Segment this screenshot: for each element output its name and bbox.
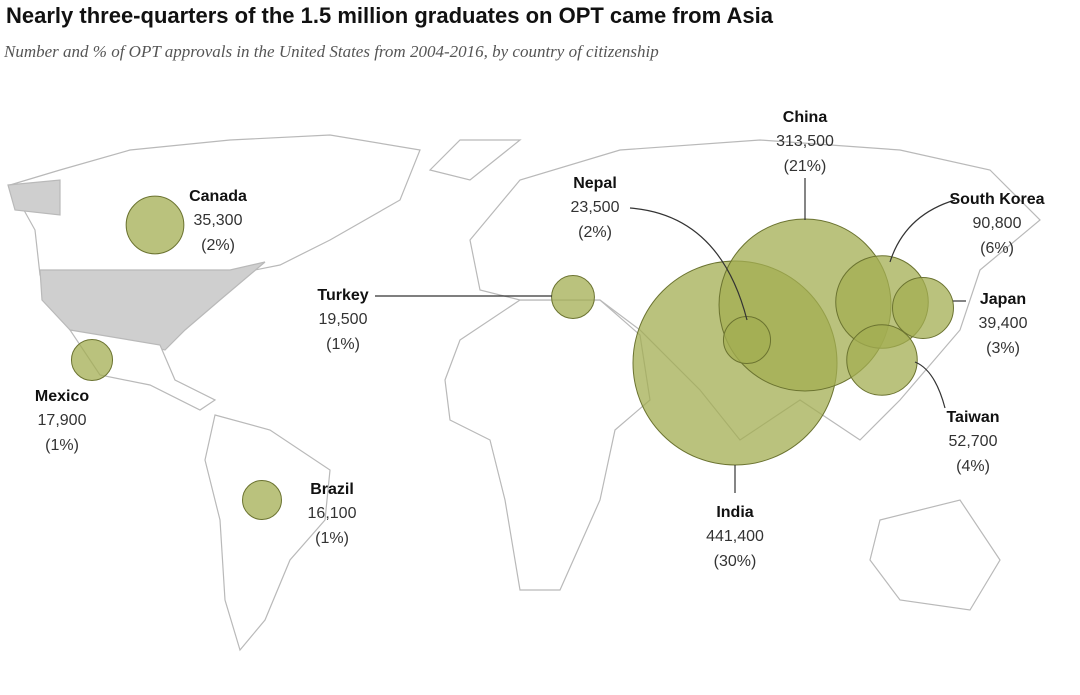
value-label: 52,700 [949, 433, 998, 450]
value-label: 313,500 [776, 133, 834, 150]
value-label: 23,500 [571, 199, 620, 216]
subtitle: Number and % of OPT approvals in the Uni… [3, 42, 659, 61]
value-label: 17,900 [38, 412, 87, 429]
share-label: (1%) [45, 437, 79, 454]
value-label: 441,400 [706, 528, 764, 545]
value-label: 35,300 [194, 212, 243, 229]
leader-line [914, 361, 946, 409]
share-label: (3%) [986, 340, 1020, 357]
bubble [551, 275, 595, 319]
country-label: Japan [980, 291, 1026, 308]
country-label: Mexico [35, 388, 89, 405]
share-label: (21%) [784, 158, 827, 175]
value-label: 19,500 [319, 311, 368, 328]
leader-line [629, 207, 748, 321]
bubble [846, 324, 918, 396]
share-label: (30%) [714, 553, 757, 570]
country-label: India [716, 504, 753, 521]
share-label: (1%) [326, 336, 360, 353]
bubble [70, 338, 114, 382]
share-label: (2%) [201, 237, 235, 254]
basemap [7, 134, 1041, 652]
value-label: 16,100 [308, 505, 357, 522]
leader-lines [375, 178, 966, 493]
value-label: 90,800 [973, 215, 1022, 232]
country-label: Canada [189, 188, 247, 205]
country-label: Brazil [310, 481, 354, 498]
country-label: Turkey [317, 287, 368, 304]
bubble [722, 315, 772, 365]
share-label: (2%) [578, 224, 612, 241]
country-label: South Korea [949, 191, 1044, 208]
country-label: China [783, 109, 828, 126]
bubble [125, 195, 185, 255]
share-label: (1%) [315, 530, 349, 547]
bubble [892, 277, 954, 339]
title: Nearly three-quarters of the 1.5 million… [6, 3, 774, 28]
bubbles [70, 195, 954, 520]
value-label: 39,400 [979, 315, 1028, 332]
bubble [242, 480, 282, 520]
share-label: (4%) [956, 458, 990, 475]
country-label: Taiwan [946, 409, 999, 426]
country-label: Nepal [573, 175, 617, 192]
leader-line [889, 199, 956, 263]
share-label: (6%) [980, 240, 1014, 257]
